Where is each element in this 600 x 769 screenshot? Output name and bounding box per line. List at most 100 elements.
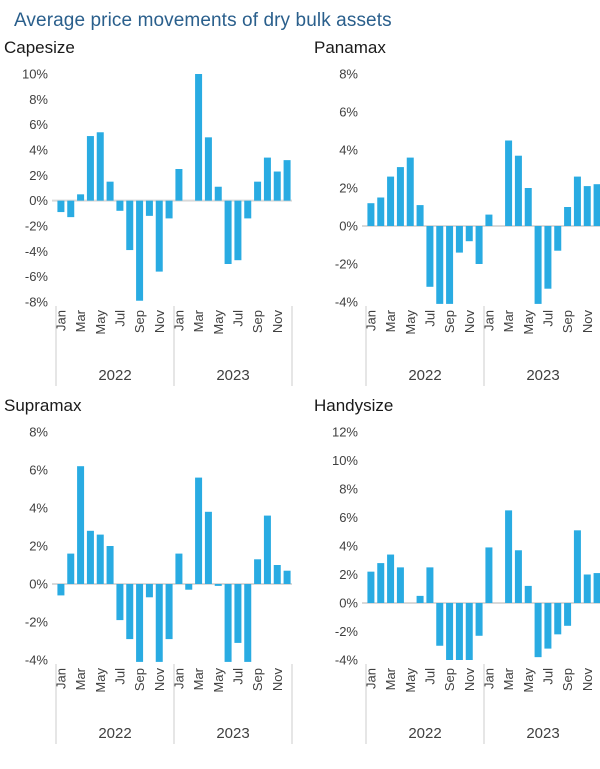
bar[interactable]: [175, 553, 183, 584]
bar[interactable]: [564, 603, 572, 626]
bar[interactable]: [544, 603, 552, 649]
bar[interactable]: [234, 200, 242, 261]
y-tick-label: 2%: [29, 168, 48, 183]
bar[interactable]: [67, 200, 75, 218]
bar[interactable]: [505, 140, 513, 227]
bar[interactable]: [57, 200, 65, 213]
y-tick-label: 12%: [332, 425, 358, 440]
bar[interactable]: [367, 203, 375, 226]
bar[interactable]: [446, 603, 454, 660]
bar[interactable]: [485, 214, 493, 226]
bar[interactable]: [263, 515, 271, 584]
bar[interactable]: [455, 226, 463, 253]
bar[interactable]: [254, 559, 262, 584]
chart-title-supramax: Supramax: [4, 396, 82, 415]
bar[interactable]: [126, 200, 134, 251]
bar[interactable]: [524, 585, 532, 603]
bar[interactable]: [544, 226, 552, 289]
bar[interactable]: [155, 200, 163, 272]
bar[interactable]: [387, 176, 395, 226]
bar[interactable]: [426, 567, 434, 603]
bar[interactable]: [534, 603, 542, 658]
bar[interactable]: [165, 584, 173, 640]
bar[interactable]: [136, 584, 144, 662]
bar[interactable]: [554, 226, 562, 251]
bar[interactable]: [396, 567, 404, 603]
bar[interactable]: [165, 200, 173, 219]
bar[interactable]: [145, 200, 153, 216]
bar[interactable]: [514, 550, 522, 603]
bar[interactable]: [426, 226, 434, 287]
bar[interactable]: [204, 511, 212, 584]
bar[interactable]: [283, 570, 291, 584]
bar[interactable]: [86, 136, 94, 201]
bar[interactable]: [224, 200, 232, 264]
bar[interactable]: [283, 160, 291, 201]
bar[interactable]: [367, 571, 375, 603]
bar[interactable]: [554, 603, 562, 635]
bar[interactable]: [455, 603, 463, 660]
bar[interactable]: [416, 205, 424, 226]
bar[interactable]: [224, 584, 232, 662]
bar[interactable]: [475, 226, 483, 264]
bar[interactable]: [116, 584, 124, 621]
bar[interactable]: [564, 207, 572, 226]
bar[interactable]: [377, 197, 385, 227]
bar[interactable]: [263, 157, 271, 201]
bar[interactable]: [106, 546, 114, 584]
bar[interactable]: [155, 584, 163, 662]
bar[interactable]: [573, 530, 581, 603]
year-label: 2022: [98, 367, 131, 384]
bar[interactable]: [573, 176, 581, 226]
bar[interactable]: [254, 181, 262, 201]
bar[interactable]: [244, 584, 252, 662]
bar[interactable]: [116, 200, 124, 211]
bar[interactable]: [465, 226, 473, 242]
bar[interactable]: [126, 584, 134, 640]
bar[interactable]: [514, 155, 522, 226]
bar[interactable]: [446, 226, 454, 304]
bar[interactable]: [485, 547, 493, 603]
month-label: Sep: [132, 668, 147, 691]
bar[interactable]: [273, 171, 281, 201]
bar[interactable]: [387, 554, 395, 603]
bar[interactable]: [195, 477, 203, 584]
bar[interactable]: [77, 194, 85, 201]
bar[interactable]: [96, 132, 104, 201]
bar[interactable]: [273, 565, 281, 584]
bar[interactable]: [214, 186, 222, 201]
bar[interactable]: [67, 553, 75, 584]
bar[interactable]: [524, 188, 532, 226]
year-label: 2023: [526, 367, 559, 384]
bar[interactable]: [475, 603, 483, 636]
bar[interactable]: [244, 200, 252, 219]
bar[interactable]: [583, 574, 591, 604]
bar[interactable]: [136, 200, 144, 301]
bar[interactable]: [583, 186, 591, 226]
bar[interactable]: [86, 530, 94, 584]
bar[interactable]: [185, 584, 193, 590]
bar[interactable]: [234, 584, 242, 643]
bar[interactable]: [416, 595, 424, 603]
bar[interactable]: [145, 584, 153, 598]
bar[interactable]: [106, 181, 114, 201]
bar[interactable]: [593, 184, 600, 226]
bar[interactable]: [505, 510, 513, 603]
bar[interactable]: [593, 573, 600, 603]
bar[interactable]: [377, 563, 385, 603]
bar[interactable]: [465, 603, 473, 660]
bar[interactable]: [396, 167, 404, 226]
bar[interactable]: [195, 74, 203, 201]
bar[interactable]: [436, 603, 444, 646]
bar[interactable]: [77, 466, 85, 584]
bar[interactable]: [96, 534, 104, 584]
bar[interactable]: [57, 584, 65, 596]
y-tick-label: -4%: [335, 295, 359, 310]
bar[interactable]: [214, 584, 222, 586]
bar[interactable]: [534, 226, 542, 304]
bar[interactable]: [406, 157, 414, 226]
bar[interactable]: [175, 169, 183, 201]
bar[interactable]: [204, 137, 212, 201]
year-label: 2022: [408, 725, 441, 742]
bar[interactable]: [436, 226, 444, 304]
